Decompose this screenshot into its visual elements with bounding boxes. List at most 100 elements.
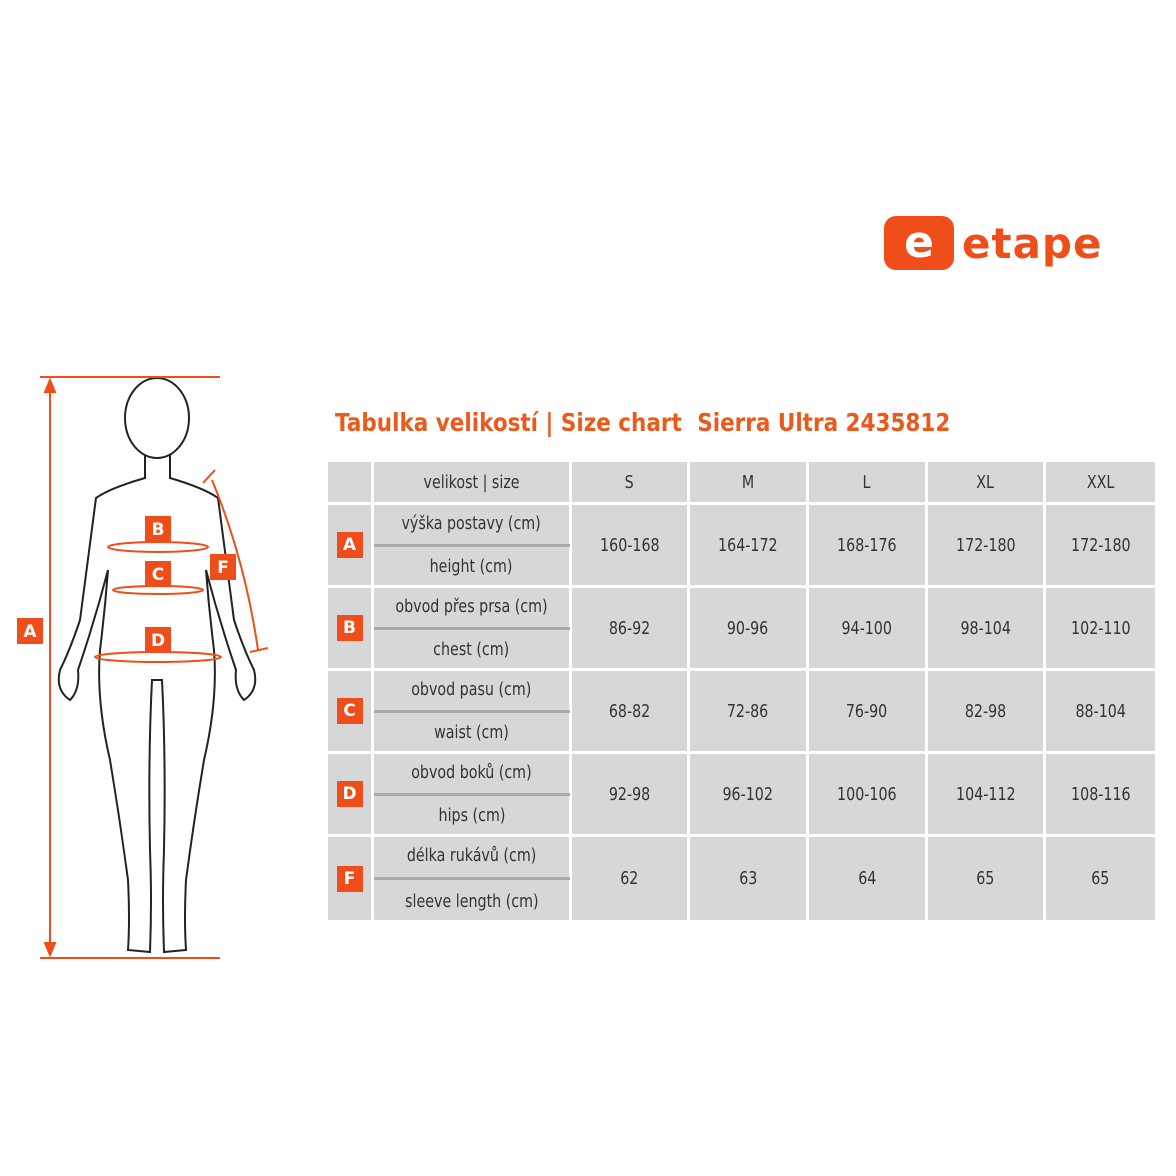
header-size-cell: L xyxy=(809,462,925,502)
row-code-badge: A xyxy=(336,532,363,558)
value: 94-100 xyxy=(841,617,893,639)
value: 62 xyxy=(620,868,639,889)
row-label-cell: obvod boků (cm) hips (cm) xyxy=(373,754,570,834)
title-size-chart: Tabulka velikostí | Size chart xyxy=(335,408,682,437)
value: 168-176 xyxy=(837,534,897,556)
value: 76-90 xyxy=(846,700,888,722)
value: 72-86 xyxy=(727,700,769,722)
value-cell: 102-110 xyxy=(1046,588,1155,668)
value-cell: 96-102 xyxy=(690,754,806,834)
header-size-cell: S xyxy=(572,462,687,502)
row-label-cell: výška postavy (cm) height (cm) xyxy=(373,505,570,585)
row-code-cell: D xyxy=(328,754,371,834)
value-cell: 172-180 xyxy=(1046,505,1155,585)
label-en: height (cm) xyxy=(430,556,513,577)
value: 96-102 xyxy=(722,783,774,805)
value: 164-172 xyxy=(718,534,778,556)
value-cell: 86-92 xyxy=(572,588,687,668)
value: 63 xyxy=(738,868,758,889)
size-m: M xyxy=(741,471,755,493)
value: 90-96 xyxy=(727,617,769,639)
label-en: sleeve length (cm) xyxy=(404,891,539,912)
value-cell: 164-172 xyxy=(690,505,806,585)
row-code-badge: C xyxy=(336,698,363,724)
value: 64 xyxy=(857,868,877,889)
value-cell: 68-82 xyxy=(572,671,687,751)
value-cell: 76-90 xyxy=(809,671,925,751)
measure-lines xyxy=(40,376,269,959)
value-cell: 172-180 xyxy=(928,505,1043,585)
value: 65 xyxy=(1091,868,1110,889)
label-en: chest (cm) xyxy=(433,639,510,660)
size-xl: XL xyxy=(976,471,995,493)
value: 88-104 xyxy=(1075,700,1126,722)
value: 100-106 xyxy=(837,783,897,805)
etape-logo: e etape xyxy=(884,216,1102,270)
value-cell: 168-176 xyxy=(809,505,925,585)
value-cell: 104-112 xyxy=(928,754,1043,834)
row-code-badge: F xyxy=(336,865,363,892)
body-outline xyxy=(57,377,257,954)
value: 102-110 xyxy=(1070,617,1131,639)
value-cell: 90-96 xyxy=(690,588,806,668)
label-cz: výška postavy (cm) xyxy=(401,513,542,534)
value-cell: 63 xyxy=(690,837,806,920)
value-cell: 65 xyxy=(928,837,1043,920)
body-measurement-figure: A B C D F xyxy=(17,376,269,959)
label-en: waist (cm) xyxy=(434,722,509,743)
value-cell: 65 xyxy=(1046,837,1155,920)
label-cz: obvod boků (cm) xyxy=(411,762,532,783)
row-code-cell: A xyxy=(328,505,371,585)
label-divider xyxy=(373,709,570,713)
value: 172-180 xyxy=(1070,534,1131,556)
value-cell: 62 xyxy=(572,837,687,920)
value: 82-98 xyxy=(964,700,1007,722)
label-f: F xyxy=(217,558,229,578)
label-en: hips (cm) xyxy=(438,805,505,826)
value-cell: 92-98 xyxy=(572,754,687,834)
value-cell: 64 xyxy=(809,837,925,920)
value: 104-112 xyxy=(955,783,1016,805)
value-cell: 100-106 xyxy=(809,754,925,834)
label-divider xyxy=(373,877,570,880)
label-b: B xyxy=(152,520,165,540)
value: 108-116 xyxy=(1070,783,1131,805)
row-code-cell: B xyxy=(328,588,371,668)
size-xxl: XXL xyxy=(1086,471,1115,493)
label-divider xyxy=(373,543,570,547)
header-size-cell: XXL xyxy=(1046,462,1155,502)
header-size-cell: M xyxy=(690,462,806,502)
page-title: Tabulka velikostí | Size chart Sierra Ult… xyxy=(335,408,966,437)
value-cell: 160-168 xyxy=(572,505,687,585)
header-label-cell: velikost | size xyxy=(374,462,569,502)
value: 86-92 xyxy=(608,617,651,639)
title-product: Sierra Ultra 2435812 xyxy=(697,408,951,437)
value: 65 xyxy=(976,868,995,889)
row-code-badge: D xyxy=(336,781,363,807)
label-divider xyxy=(373,792,570,796)
value-cell: 72-86 xyxy=(690,671,806,751)
label-cz: obvod pasu (cm) xyxy=(411,679,532,700)
value-cell: 82-98 xyxy=(928,671,1043,751)
value: 68-82 xyxy=(608,700,651,722)
row-label-cell: obvod přes prsa (cm) chest (cm) xyxy=(373,588,570,668)
value-cell: 98-104 xyxy=(928,588,1043,668)
header-size-cell: XL xyxy=(928,462,1043,502)
label-c: C xyxy=(152,565,164,585)
row-code-badge: B xyxy=(336,615,363,641)
logo-text: etape xyxy=(962,218,1103,268)
label-a: A xyxy=(23,622,37,642)
value-cell: 108-116 xyxy=(1046,754,1155,834)
label-divider xyxy=(373,626,570,630)
value: 160-168 xyxy=(599,534,660,556)
size-l: L xyxy=(863,471,871,493)
value-cell: 88-104 xyxy=(1046,671,1155,751)
row-code-cell: F xyxy=(328,837,371,920)
size-s: S xyxy=(624,471,635,493)
label-d: D xyxy=(151,631,165,651)
row-code-cell: C xyxy=(328,671,371,751)
header-label: velikost | size xyxy=(423,471,520,493)
row-label-cell: obvod pasu (cm) waist (cm) xyxy=(373,671,570,751)
row-label-cell: délka rukávů (cm) sleeve length (cm) xyxy=(373,837,570,920)
label-cz: obvod přes prsa (cm) xyxy=(395,596,548,617)
